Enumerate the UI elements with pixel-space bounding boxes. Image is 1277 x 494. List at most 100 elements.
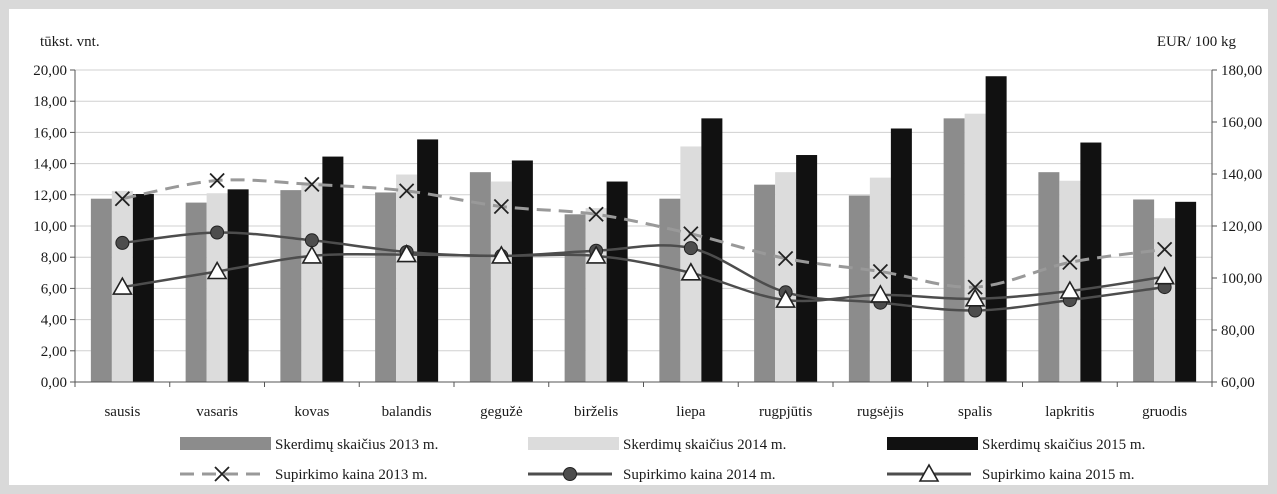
data-point xyxy=(964,288,986,307)
data-point xyxy=(1062,254,1078,271)
legend-swatch xyxy=(887,437,978,450)
bar xyxy=(659,198,681,382)
data-point xyxy=(115,235,130,250)
data-point xyxy=(1154,266,1175,285)
bar xyxy=(796,155,818,382)
bar xyxy=(585,208,607,382)
bar xyxy=(701,118,723,383)
left-tick-label: 2,00 xyxy=(41,344,67,360)
bar xyxy=(469,172,491,382)
bar xyxy=(943,118,965,383)
data-point xyxy=(112,276,133,295)
left-tick-label: 18,00 xyxy=(33,94,67,110)
data-point xyxy=(683,226,699,242)
legend-swatch xyxy=(528,437,619,450)
category-label: balandis xyxy=(382,404,432,420)
legend-swatch xyxy=(180,437,271,450)
bar xyxy=(1038,172,1060,382)
bar xyxy=(396,174,418,382)
series-line xyxy=(122,252,1165,303)
bar xyxy=(185,202,207,382)
bar xyxy=(869,177,891,382)
gridlines xyxy=(75,69,1212,352)
right-tick-label: 120,00 xyxy=(1221,219,1262,235)
bar xyxy=(90,198,112,382)
data-point xyxy=(585,245,607,264)
left-tick-label: 10,00 xyxy=(33,219,67,235)
left-tick-label: 20,00 xyxy=(33,63,67,79)
category-label: lapkritis xyxy=(1045,404,1094,420)
category-label: sausis xyxy=(104,404,140,420)
bar-series-group xyxy=(90,76,1197,383)
series-line xyxy=(122,178,1165,289)
line-series-group xyxy=(112,172,1175,318)
bar xyxy=(964,113,986,383)
right-tick-label: 60,00 xyxy=(1221,375,1255,391)
bar xyxy=(375,192,397,382)
bar xyxy=(1080,142,1102,382)
data-point xyxy=(967,279,983,295)
left-axis-unit: tūkst. vnt. xyxy=(40,34,100,50)
right-tick-label: 140,00 xyxy=(1221,167,1262,183)
left-tick-label: 8,00 xyxy=(41,250,67,266)
data-point xyxy=(398,183,415,199)
data-point xyxy=(680,262,702,281)
bar xyxy=(511,160,533,382)
bar xyxy=(301,182,323,382)
category-label: gruodis xyxy=(1142,404,1187,420)
bar xyxy=(848,195,870,382)
left-tick-label: 14,00 xyxy=(33,157,67,173)
category-label: rugpjūtis xyxy=(759,404,812,420)
left-tick-label: 12,00 xyxy=(33,188,67,204)
data-point xyxy=(872,263,889,280)
legend-label: Skerdimų skaičius 2013 m. xyxy=(275,437,438,453)
legend-label: Skerdimų skaičius 2014 m. xyxy=(623,437,786,453)
legend-marker xyxy=(563,467,577,481)
data-point xyxy=(301,245,323,264)
legend-label: Supirkimo kaina 2014 m. xyxy=(623,467,776,483)
category-label: birželis xyxy=(574,404,618,420)
data-point xyxy=(1156,241,1173,258)
right-tick-label: 180,00 xyxy=(1221,63,1262,79)
bar xyxy=(890,128,912,382)
right-axis-unit: EUR/ 100 kg xyxy=(1157,34,1237,50)
category-label: liepa xyxy=(676,404,705,420)
series-line xyxy=(122,231,1165,312)
right-tick-label: 80,00 xyxy=(1221,323,1255,339)
data-point xyxy=(870,284,891,303)
category-label: kovas xyxy=(294,404,329,420)
left-tick-label: 0,00 xyxy=(41,375,67,391)
legend-label: Supirkimo kaina 2013 m. xyxy=(275,467,428,483)
bar xyxy=(227,189,249,382)
bar xyxy=(280,190,302,382)
data-point xyxy=(588,206,604,222)
data-point xyxy=(114,191,131,207)
data-point xyxy=(209,172,225,189)
legend: Skerdimų skaičius 2013 m. Skerdimų skaiči… xyxy=(180,437,1145,483)
bar xyxy=(206,193,228,382)
legend-marker xyxy=(918,463,940,482)
left-tick-label: 6,00 xyxy=(41,281,67,297)
legend-label: Supirkimo kaina 2015 m. xyxy=(982,467,1135,483)
data-point xyxy=(493,198,510,215)
left-tick-label: 4,00 xyxy=(41,313,67,329)
right-tick-label: 100,00 xyxy=(1221,271,1262,287)
category-label: rugsėjis xyxy=(857,404,904,420)
axes: 0,00 2,00 4,00 6,00 8,00 10,00 12,00 14,00 16,00… xyxy=(33,63,1262,420)
data-point xyxy=(777,250,794,267)
category-label: vasaris xyxy=(196,404,238,420)
data-point xyxy=(683,241,698,256)
data-point xyxy=(396,243,417,263)
bar xyxy=(322,156,344,382)
bar xyxy=(132,194,154,382)
right-tick-label: 160,00 xyxy=(1221,115,1262,131)
data-point xyxy=(304,176,320,193)
bar xyxy=(564,214,586,382)
category-label: gegužė xyxy=(480,404,523,420)
legend-label: Skerdimų skaičius 2015 m. xyxy=(982,437,1145,453)
data-point xyxy=(775,289,796,308)
data-point xyxy=(1059,280,1081,299)
bar xyxy=(606,181,628,382)
bar xyxy=(1175,201,1197,382)
data-point xyxy=(491,245,512,264)
